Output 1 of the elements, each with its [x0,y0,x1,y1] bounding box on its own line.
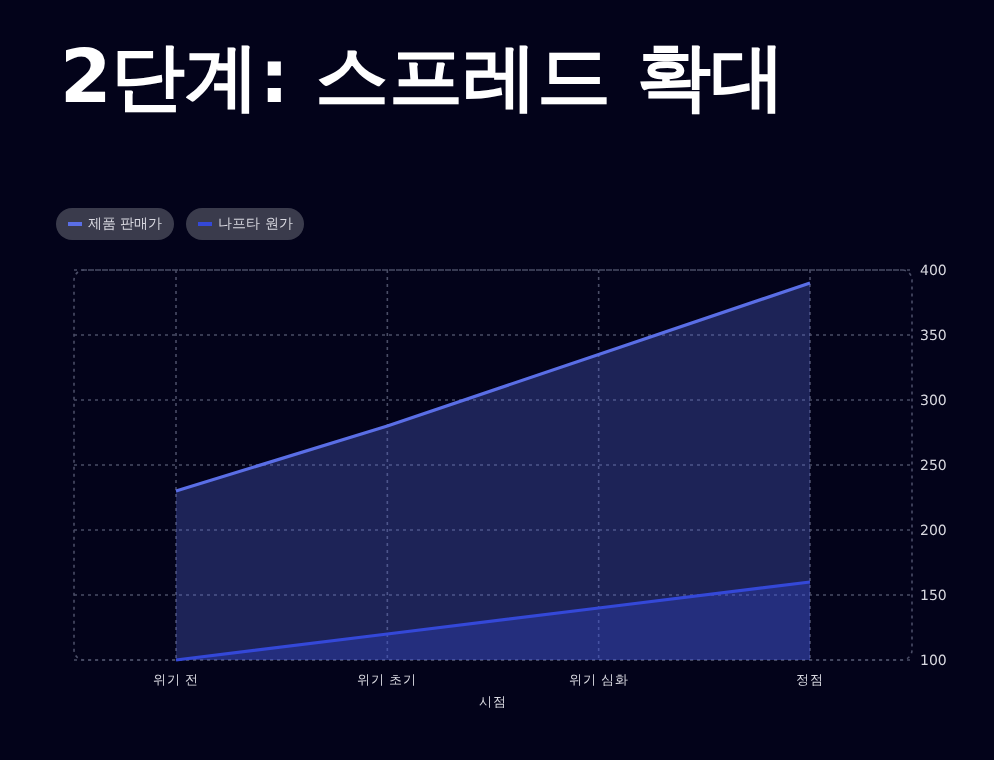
chart-title: 2단계: 스프레드 확대 [60,32,785,124]
